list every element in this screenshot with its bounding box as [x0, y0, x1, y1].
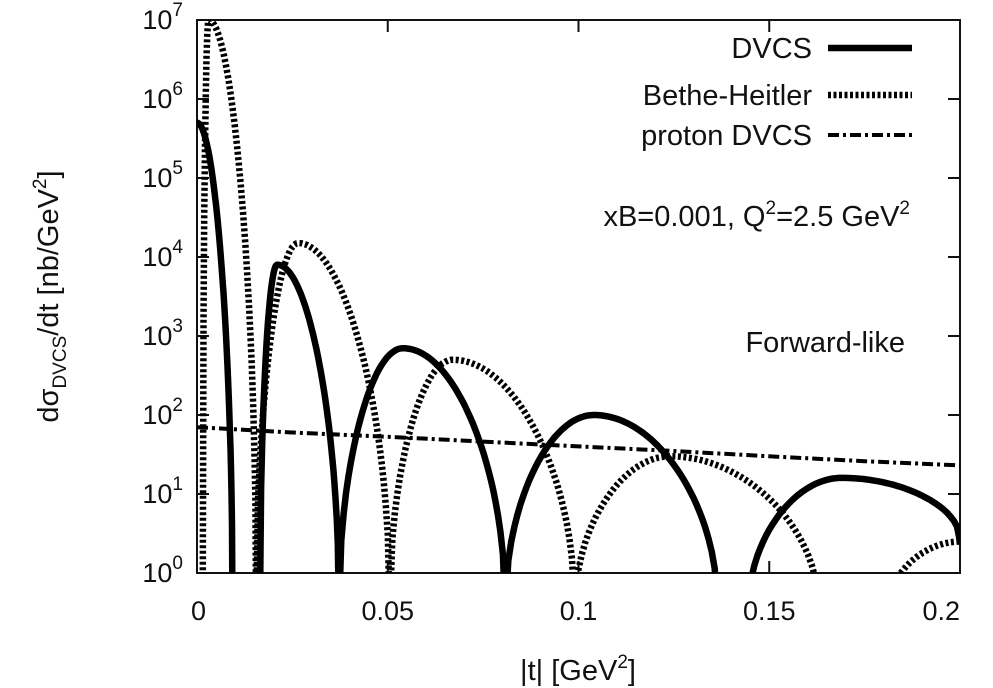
bethe-heitler-curve-lobe — [896, 538, 960, 573]
dvcs-curve-lobe — [257, 261, 342, 573]
dvcs-curve-lobe — [336, 344, 507, 573]
plot-area: 100 101 102 103 104 105 106 107 0 0.05 0.1 0.15 0.2 |… — [30, 0, 961, 687]
dvcs-curve-lobe — [197, 119, 236, 573]
x-tick-label: 0.2 — [922, 596, 960, 626]
y-tick-label: 102 — [142, 395, 183, 430]
bethe-heitler-curve-lobe — [574, 453, 818, 573]
x-axis-label: |t| [GeV2] — [520, 652, 636, 687]
legend-label-bethe-heitler: Bethe-Heitler — [643, 80, 813, 112]
y-axis-label: dσDVCS/dt [nb/GeV2] — [30, 170, 71, 422]
x-tick-label: 0.1 — [560, 596, 598, 626]
series-bethe-heitler — [199, 20, 960, 573]
y-tick-label: 104 — [142, 237, 183, 272]
legend-label-proton-dvcs: proton DVCS — [641, 120, 812, 152]
dvcs-curve-lobe — [504, 411, 719, 573]
dvcs-curve-lobe — [749, 474, 960, 573]
series-dvcs — [197, 119, 960, 573]
x-tick-label: 0.15 — [743, 596, 796, 626]
bethe-heitler-curve-lobe — [199, 20, 260, 573]
y-tick-label: 107 — [142, 0, 183, 35]
y-tick-label: 103 — [142, 316, 183, 351]
kinematics-annotation: xB=0.001, Q2=2.5 GeV2 — [603, 198, 910, 233]
bethe-heitler-curve-lobe — [253, 239, 392, 573]
proton-dvcs-curve — [197, 425, 960, 468]
legend-label-dvcs: DVCS — [731, 33, 812, 65]
x-tick-label: 0.05 — [361, 596, 414, 626]
bethe-heitler-curve-lobe — [387, 356, 576, 573]
y-tick-label: 105 — [142, 158, 183, 193]
y-tick-label: 101 — [142, 474, 183, 509]
x-tick-label: 0 — [191, 596, 206, 626]
y-tick-label: 106 — [142, 79, 183, 114]
series-proton-dvcs — [197, 425, 960, 468]
y-tick-label: 100 — [142, 553, 183, 588]
plot-frame — [196, 19, 961, 574]
forward-like-annotation: Forward-like — [745, 327, 905, 359]
curves — [197, 20, 960, 573]
